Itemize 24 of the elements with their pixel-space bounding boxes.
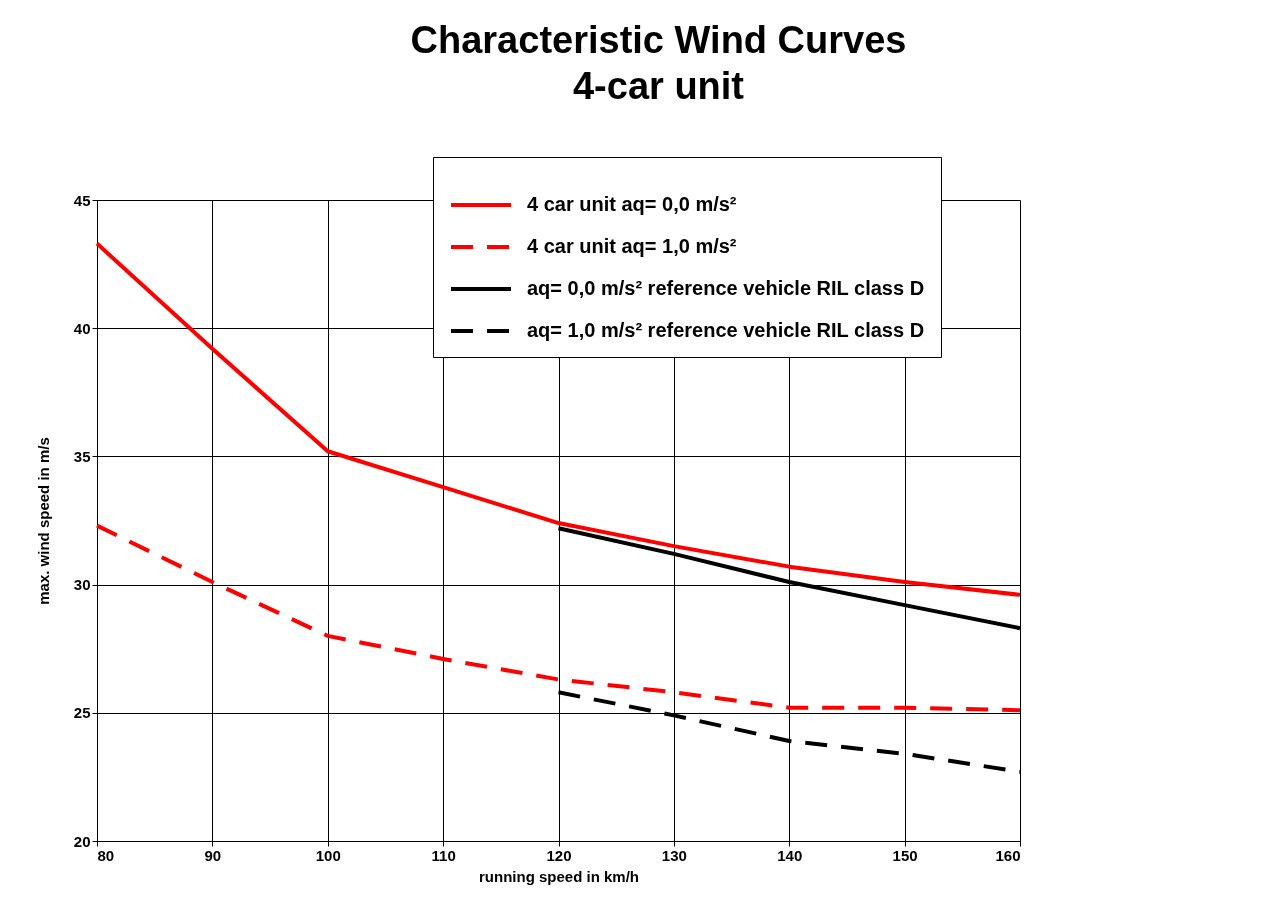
y-tick-label: 30 bbox=[73, 576, 91, 594]
x-tick-label: 100 bbox=[315, 846, 341, 864]
y-tick-label: 45 bbox=[73, 191, 91, 209]
x-tick-label: 150 bbox=[892, 846, 918, 864]
chart-subtitle: 4-car unit bbox=[572, 64, 745, 107]
x-tick-label: 130 bbox=[661, 846, 687, 864]
x-tick-label: 80 bbox=[97, 846, 115, 864]
chart-title: Characteristic Wind Curves bbox=[410, 18, 907, 61]
x-tick-label: 140 bbox=[777, 846, 803, 864]
legend-label: aq= 0,0 m/s² reference vehicle RIL class D bbox=[527, 277, 925, 299]
legend-label: 4 car unit aq= 0,0 m/s² bbox=[527, 193, 737, 215]
y-tick-label: 35 bbox=[73, 447, 91, 465]
x-axis-title: running speed in km/h bbox=[478, 867, 640, 885]
legend-label: 4 car unit aq= 1,0 m/s² bbox=[527, 235, 737, 257]
x-tick-label: 120 bbox=[546, 846, 572, 864]
x-tick-label: 160 bbox=[995, 846, 1021, 864]
line-series bbox=[95, 523, 1022, 713]
legend-label: aq= 1,0 m/s² reference vehicle RIL class D bbox=[527, 319, 925, 341]
y-axis-title: max. wind speed in m/s bbox=[34, 437, 52, 605]
y-tick-label: 25 bbox=[73, 704, 91, 722]
y-tick-label: 20 bbox=[73, 832, 91, 850]
x-tick-label: 110 bbox=[431, 846, 456, 864]
x-tick-label: 90 bbox=[204, 846, 222, 864]
y-tick-label: 40 bbox=[73, 319, 91, 337]
